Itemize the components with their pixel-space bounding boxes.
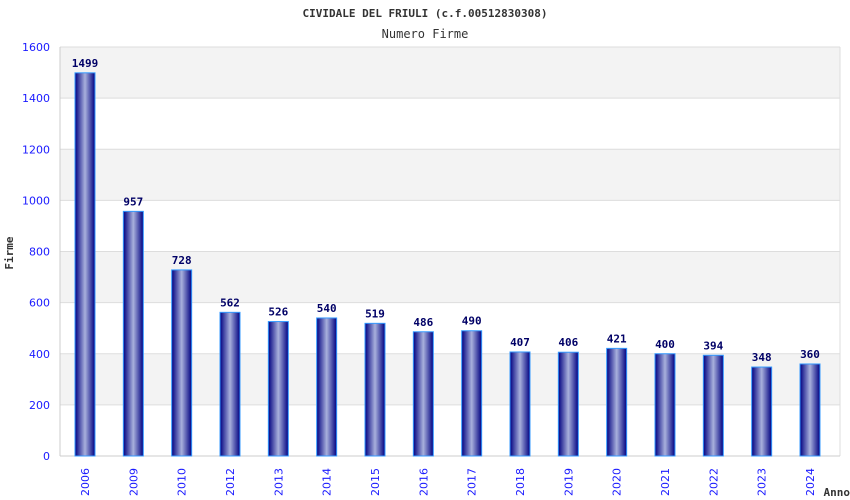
grid-band — [60, 47, 840, 99]
bar — [267, 321, 289, 457]
data-label: 562 — [220, 296, 240, 309]
data-label: 406 — [558, 336, 578, 349]
bar — [751, 366, 773, 457]
chart-subtitle: Numero Firme — [382, 27, 469, 41]
bar — [364, 322, 386, 457]
x-tick-label: 2014 — [321, 468, 334, 496]
bar — [606, 347, 628, 457]
y-tick-label: 600 — [29, 297, 50, 310]
y-tick-label: 1600 — [22, 41, 50, 54]
bar — [171, 269, 193, 457]
grid-band — [60, 149, 840, 201]
y-tick-label: 1000 — [22, 194, 50, 207]
data-label: 486 — [413, 316, 433, 329]
bar — [799, 363, 821, 457]
x-tick-label: 2021 — [659, 468, 672, 496]
bar — [122, 210, 144, 457]
x-tick-label: 2017 — [466, 468, 479, 496]
y-tick-label: 400 — [29, 348, 50, 361]
x-tick-label: 2020 — [611, 468, 624, 496]
data-label: 394 — [703, 339, 723, 352]
x-tick-label: 2006 — [79, 468, 92, 496]
bar — [702, 354, 724, 457]
data-label: 421 — [607, 332, 627, 345]
data-label: 957 — [123, 195, 143, 208]
x-tick-label: 2018 — [514, 468, 527, 496]
y-tick-label: 1200 — [22, 143, 50, 156]
bar — [461, 330, 483, 457]
bar — [412, 331, 434, 457]
x-tick-label: 2016 — [417, 468, 430, 496]
bar — [219, 311, 241, 457]
bar — [557, 351, 579, 457]
data-label: 1499 — [72, 57, 99, 70]
x-tick-label: 2013 — [272, 468, 285, 496]
data-label: 540 — [317, 302, 337, 315]
bar — [316, 317, 338, 457]
data-label: 526 — [268, 306, 288, 319]
data-label: 490 — [462, 315, 482, 328]
bar — [654, 353, 676, 457]
x-tick-label: 2024 — [804, 468, 817, 496]
y-tick-label: 200 — [29, 399, 50, 412]
x-tick-label: 2012 — [224, 468, 237, 496]
data-label: 348 — [752, 351, 772, 364]
data-label: 400 — [655, 338, 675, 351]
x-tick-label: 2009 — [127, 468, 140, 496]
x-tick-label: 2019 — [562, 468, 575, 496]
x-tick-label: 2010 — [176, 468, 189, 496]
y-axis-label: Firme — [3, 236, 16, 269]
chart-title: CIVIDALE DEL FRIULI (c.f.00512830308) — [302, 7, 547, 20]
data-label: 728 — [172, 254, 192, 267]
x-tick-label: 2015 — [369, 468, 382, 496]
data-label: 519 — [365, 307, 385, 320]
y-tick-label: 0 — [43, 450, 50, 463]
x-axis-label: Anno — [824, 486, 850, 499]
data-label: 407 — [510, 336, 530, 349]
x-tick-label: 2022 — [707, 468, 720, 496]
x-tick-label: 2023 — [756, 468, 769, 496]
y-tick-label: 800 — [29, 246, 50, 259]
bar — [74, 72, 96, 457]
data-label: 360 — [800, 348, 820, 361]
bar — [509, 351, 531, 457]
y-tick-label: 1400 — [22, 92, 50, 105]
